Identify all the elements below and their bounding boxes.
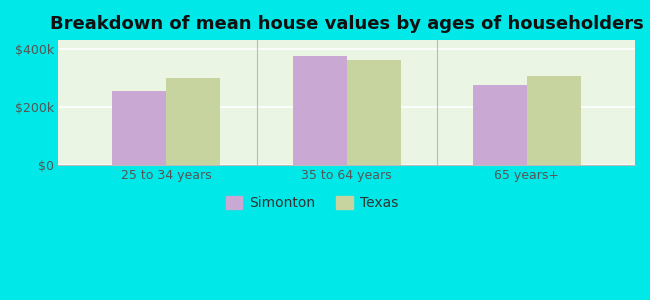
Bar	[112, 91, 166, 165]
Bar	[292, 56, 346, 165]
Legend: Simonton, Texas: Simonton, Texas	[226, 196, 398, 210]
Bar	[346, 60, 400, 165]
Bar	[166, 78, 220, 165]
Bar	[527, 76, 581, 165]
Title: Breakdown of mean house values by ages of householders: Breakdown of mean house values by ages o…	[50, 15, 644, 33]
Bar	[473, 85, 527, 165]
